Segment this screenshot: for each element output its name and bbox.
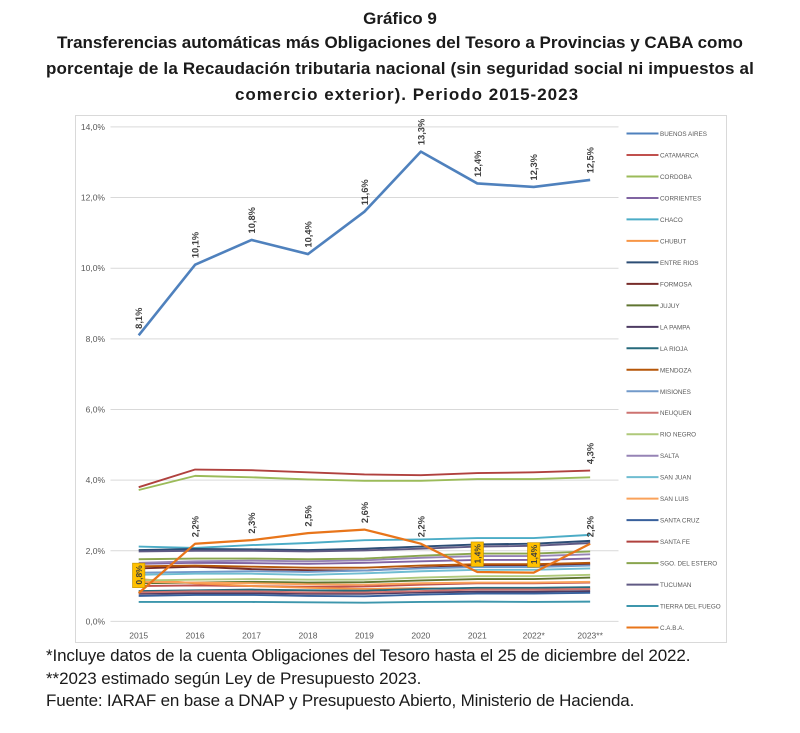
svg-text:10,4%: 10,4% [303, 220, 313, 247]
svg-text:13,3%: 13,3% [416, 118, 426, 145]
svg-text:10,8%: 10,8% [247, 206, 257, 233]
svg-text:SAN JUAN: SAN JUAN [660, 475, 692, 482]
svg-text:4,3%: 4,3% [586, 442, 596, 464]
svg-text:CORRIENTES: CORRIENTES [660, 195, 701, 202]
svg-text:MISIONES: MISIONES [660, 389, 691, 396]
svg-text:TIERRA DEL FUEGO: TIERRA DEL FUEGO [660, 604, 721, 611]
svg-text:2018: 2018 [299, 631, 318, 641]
svg-text:CHACO: CHACO [660, 217, 683, 224]
svg-text:SANTA CRUZ: SANTA CRUZ [660, 518, 700, 525]
svg-text:2022*: 2022* [523, 631, 546, 641]
svg-text:2,0%: 2,0% [86, 546, 106, 556]
svg-text:MENDOZA: MENDOZA [660, 367, 692, 374]
svg-text:2015: 2015 [129, 631, 148, 641]
svg-text:CATAMARCA: CATAMARCA [660, 152, 699, 159]
svg-text:1,4%: 1,4% [529, 544, 539, 564]
svg-text:SGO. DEL ESTERO: SGO. DEL ESTERO [660, 561, 717, 568]
svg-text:2,3%: 2,3% [247, 512, 257, 534]
svg-text:C.A.B.A.: C.A.B.A. [660, 625, 684, 632]
svg-text:CORDOBA: CORDOBA [660, 174, 693, 181]
svg-text:JUJUY: JUJUY [660, 303, 680, 310]
svg-text:4,0%: 4,0% [86, 475, 106, 485]
svg-text:LA PAMPA: LA PAMPA [660, 324, 691, 331]
svg-text:10,1%: 10,1% [191, 231, 201, 258]
svg-text:CHUBUT: CHUBUT [660, 238, 686, 245]
svg-text:0,0%: 0,0% [86, 616, 106, 626]
svg-text:LA RIOJA: LA RIOJA [660, 346, 688, 353]
svg-text:SANTA FE: SANTA FE [660, 539, 690, 546]
svg-text:8,1%: 8,1% [134, 307, 144, 329]
svg-text:2,6%: 2,6% [360, 501, 370, 523]
svg-text:ENTRE RIOS: ENTRE RIOS [660, 260, 699, 267]
svg-text:1,4%: 1,4% [472, 544, 482, 564]
svg-text:14,0%: 14,0% [81, 122, 106, 132]
svg-text:2,5%: 2,5% [303, 505, 313, 527]
svg-text:2,2%: 2,2% [416, 515, 426, 537]
svg-text:2016: 2016 [186, 631, 205, 641]
svg-text:8,0%: 8,0% [86, 334, 106, 344]
svg-text:BUENOS AIRES: BUENOS AIRES [660, 131, 707, 138]
svg-text:2020: 2020 [411, 631, 430, 641]
svg-text:2021: 2021 [468, 631, 487, 641]
svg-text:TUCUMAN: TUCUMAN [660, 582, 692, 589]
svg-text:NEUQUEN: NEUQUEN [660, 410, 692, 417]
svg-text:12,0%: 12,0% [81, 193, 106, 203]
svg-text:12,5%: 12,5% [586, 146, 596, 173]
svg-text:2019: 2019 [355, 631, 374, 641]
svg-text:2,2%: 2,2% [586, 515, 596, 537]
svg-text:10,0%: 10,0% [81, 263, 106, 273]
svg-text:FORMOSA: FORMOSA [660, 281, 693, 288]
svg-text:SALTA: SALTA [660, 453, 680, 460]
svg-text:SAN LUIS: SAN LUIS [660, 496, 689, 503]
svg-text:11,6%: 11,6% [360, 179, 370, 206]
svg-text:RIO NEGRO: RIO NEGRO [660, 432, 696, 439]
svg-text:12,4%: 12,4% [473, 150, 483, 177]
svg-text:0,8%: 0,8% [134, 565, 144, 585]
svg-text:2017: 2017 [242, 631, 261, 641]
svg-text:2023**: 2023** [577, 631, 603, 641]
svg-text:2,2%: 2,2% [191, 515, 201, 537]
svg-text:12,3%: 12,3% [529, 153, 539, 180]
svg-text:6,0%: 6,0% [86, 404, 106, 414]
